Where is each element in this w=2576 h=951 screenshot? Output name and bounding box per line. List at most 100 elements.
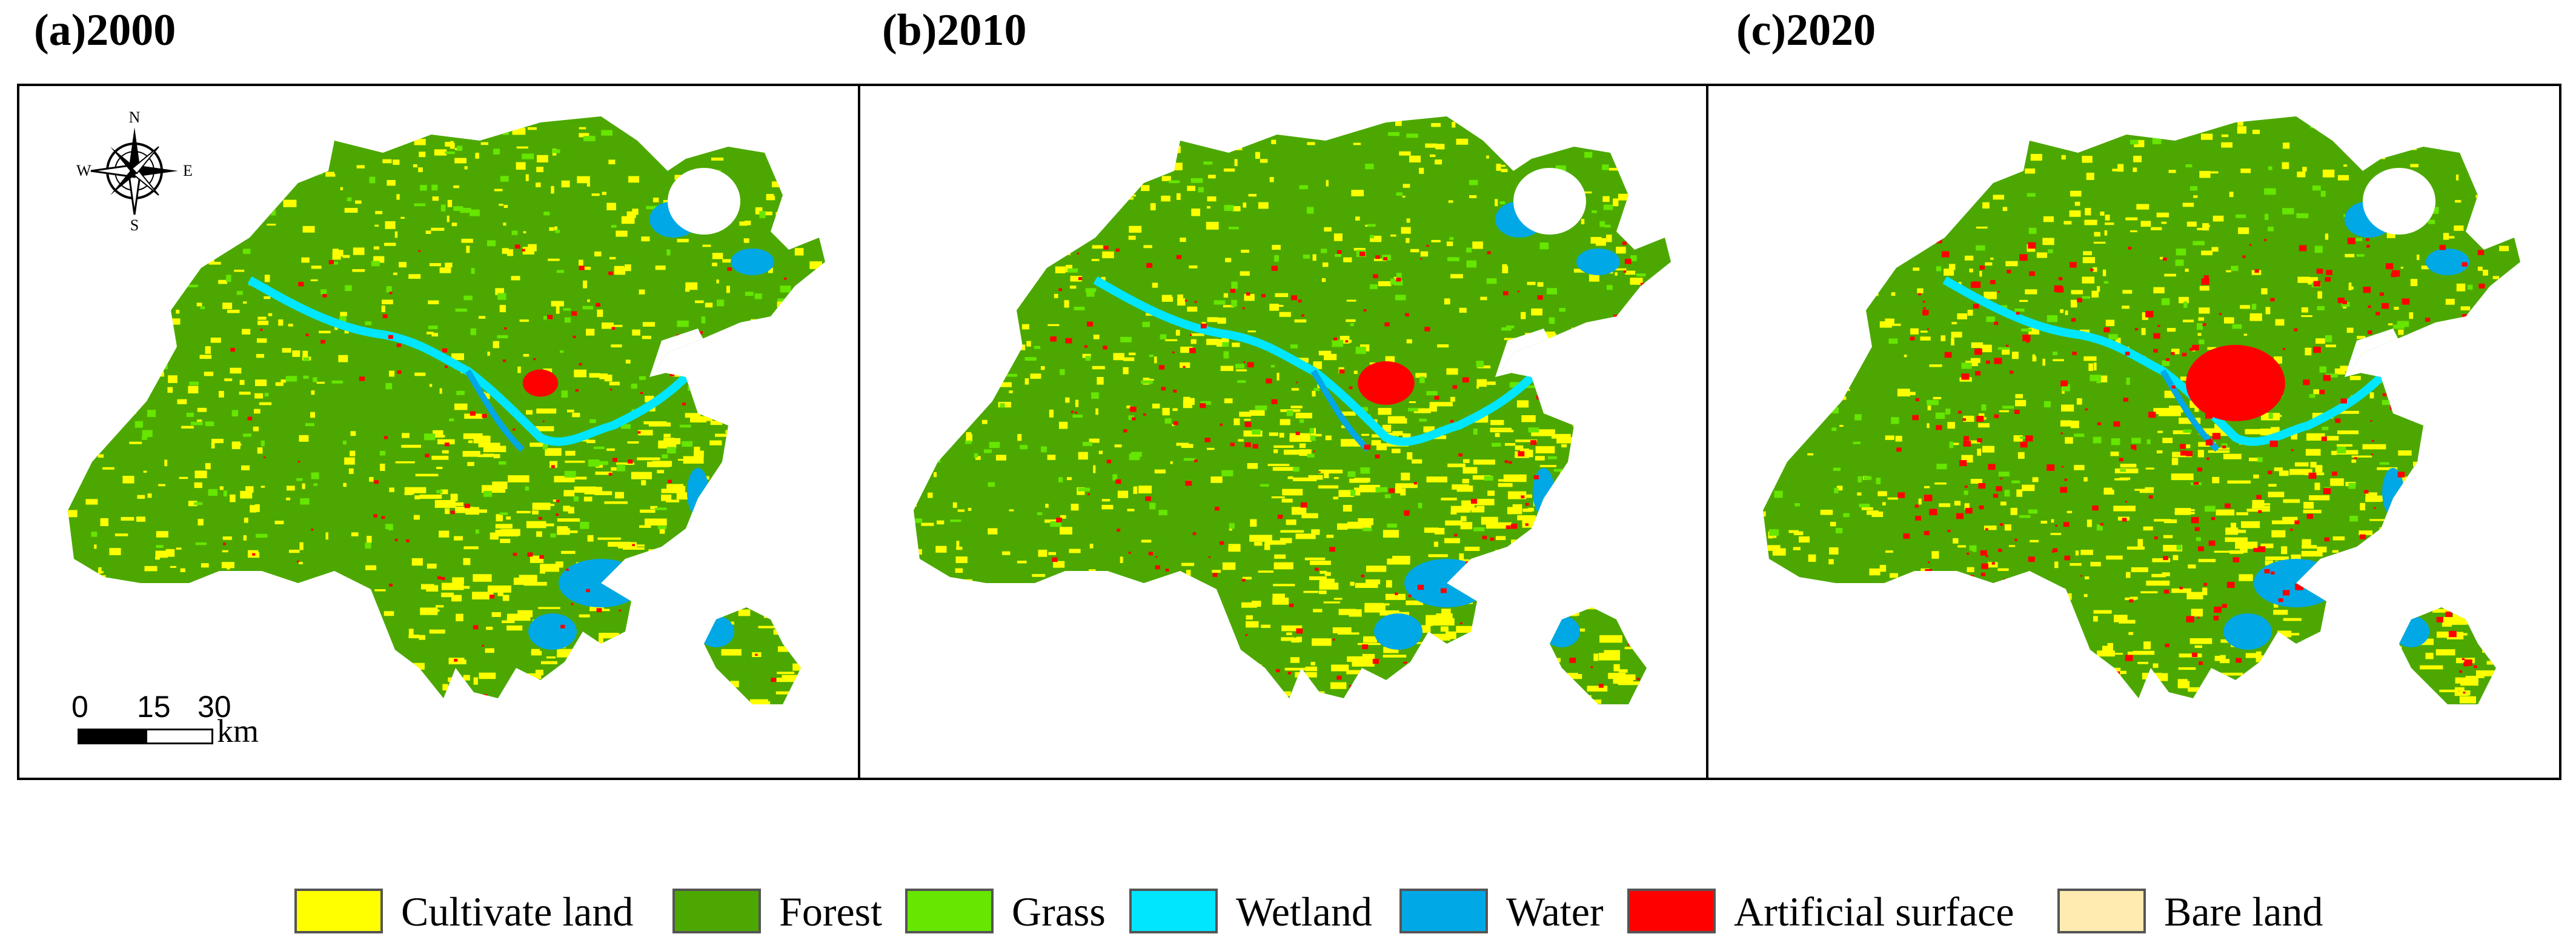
cultivated-patch — [567, 409, 574, 413]
artificial-surface-patch — [2378, 689, 2386, 695]
cultivated-patch — [951, 171, 957, 176]
cultivated-patch — [1839, 425, 1844, 427]
cultivated-patch — [949, 596, 952, 604]
cultivated-patch — [2297, 276, 2311, 283]
cultivated-patch — [292, 350, 300, 357]
cultivated-patch — [2334, 368, 2346, 375]
cultivated-patch — [1208, 175, 1216, 179]
grass-patch — [471, 268, 475, 274]
cultivated-patch — [2130, 230, 2137, 233]
cultivated-patch — [483, 445, 506, 452]
cultivated-patch — [1498, 715, 1510, 721]
artificial-surface-patch — [1490, 537, 1495, 541]
grass-patch — [1160, 334, 1167, 339]
cultivated-patch — [563, 490, 575, 496]
cultivated-patch — [543, 368, 553, 373]
grass-patch — [984, 449, 992, 453]
cultivated-patch — [1655, 535, 1670, 538]
cultivated-patch — [1030, 373, 1041, 379]
grass-patch — [1592, 210, 1597, 213]
cultivated-patch — [395, 461, 415, 464]
grass-patch — [1149, 354, 1154, 358]
grass-patch — [157, 319, 168, 327]
cultivated-patch — [1602, 196, 1610, 202]
grass-patch — [189, 381, 199, 385]
cultivated-patch — [817, 447, 825, 455]
cultivated-patch — [1469, 567, 1484, 574]
cultivated-patch — [1836, 123, 1848, 128]
cultivated-patch — [2289, 469, 2312, 475]
artificial-surface-patch — [1452, 385, 1458, 389]
artificial-surface-patch — [2026, 340, 2030, 343]
cultivated-patch — [561, 180, 570, 188]
cultivated-patch — [1078, 452, 1088, 460]
cultivated-patch — [1621, 618, 1637, 622]
cultivated-patch — [960, 210, 964, 218]
cultivated-patch — [268, 313, 273, 316]
cultivated-patch — [147, 493, 152, 498]
grass-patch — [220, 212, 231, 219]
cultivated-patch — [2504, 606, 2520, 610]
artificial-surface-patch — [2195, 481, 2199, 485]
cultivated-patch — [1787, 680, 1794, 687]
cultivated-patch — [2396, 372, 2405, 375]
artificial-surface-patch — [1613, 315, 1618, 318]
cultivated-patch — [1129, 225, 1142, 233]
cultivated-patch — [404, 493, 413, 495]
cultivated-patch — [1570, 608, 1579, 616]
cultivated-patch — [1128, 235, 1136, 240]
cultivated-patch — [933, 361, 940, 364]
artificial-surface-patch — [1170, 669, 1174, 672]
cultivated-patch — [2478, 601, 2490, 609]
artificial-surface-patch — [2191, 374, 2196, 378]
cultivated-patch — [2437, 136, 2445, 139]
cultivated-patch — [535, 426, 554, 432]
cultivated-patch — [1232, 342, 1240, 347]
grass-patch — [1602, 164, 1609, 170]
artificial-surface-patch — [1200, 403, 1206, 409]
cultivated-patch — [2074, 465, 2085, 470]
cultivated-patch — [968, 507, 972, 511]
cultivated-patch — [2133, 650, 2155, 655]
cultivated-patch — [2374, 152, 2386, 159]
grass-patch — [2185, 164, 2193, 168]
artificial-surface-patch — [1970, 687, 1973, 689]
cultivated-patch — [574, 476, 587, 480]
grass-patch — [1837, 164, 1845, 167]
grass-patch — [2162, 360, 2170, 366]
grass-patch — [2314, 245, 2323, 253]
artificial-surface-patch — [2451, 571, 2460, 578]
artificial-surface-patch — [1261, 294, 1266, 298]
artificial-surface-patch — [2010, 370, 2014, 374]
cultivated-patch — [750, 442, 766, 446]
grass-patch — [1610, 385, 1619, 393]
grass-patch — [71, 479, 77, 485]
cultivated-patch — [2301, 672, 2307, 678]
cultivated-patch — [1062, 712, 1068, 718]
cultivated-patch — [1290, 405, 1303, 409]
map-panel-2020 — [1706, 84, 2561, 780]
cultivated-patch — [1446, 631, 1456, 639]
cultivated-patch — [98, 454, 104, 458]
cultivated-patch — [1505, 562, 1517, 564]
artificial-surface-patch — [2236, 658, 2242, 663]
cultivated-patch — [2459, 696, 2477, 704]
artificial-surface-patch — [1351, 702, 1358, 704]
cultivated-patch — [1490, 430, 1514, 433]
cultivated-patch — [472, 593, 491, 596]
cultivated-patch — [659, 660, 680, 664]
artificial-surface-patch — [2321, 436, 2327, 441]
artificial-surface-patch — [2051, 550, 2054, 553]
cultivated-patch — [672, 711, 679, 716]
artificial-surface-patch — [644, 635, 649, 639]
cultivated-patch — [148, 355, 151, 359]
cultivated-patch — [977, 292, 989, 299]
cultivated-patch — [1049, 409, 1054, 418]
cultivated-patch — [642, 335, 651, 339]
artificial-surface-patch — [2270, 298, 2275, 302]
grass-patch — [794, 402, 800, 408]
cultivated-patch — [1802, 210, 1805, 218]
cultivated-patch — [2513, 526, 2520, 529]
artificial-surface-patch — [1132, 417, 1136, 421]
cultivated-patch — [1333, 477, 1339, 479]
